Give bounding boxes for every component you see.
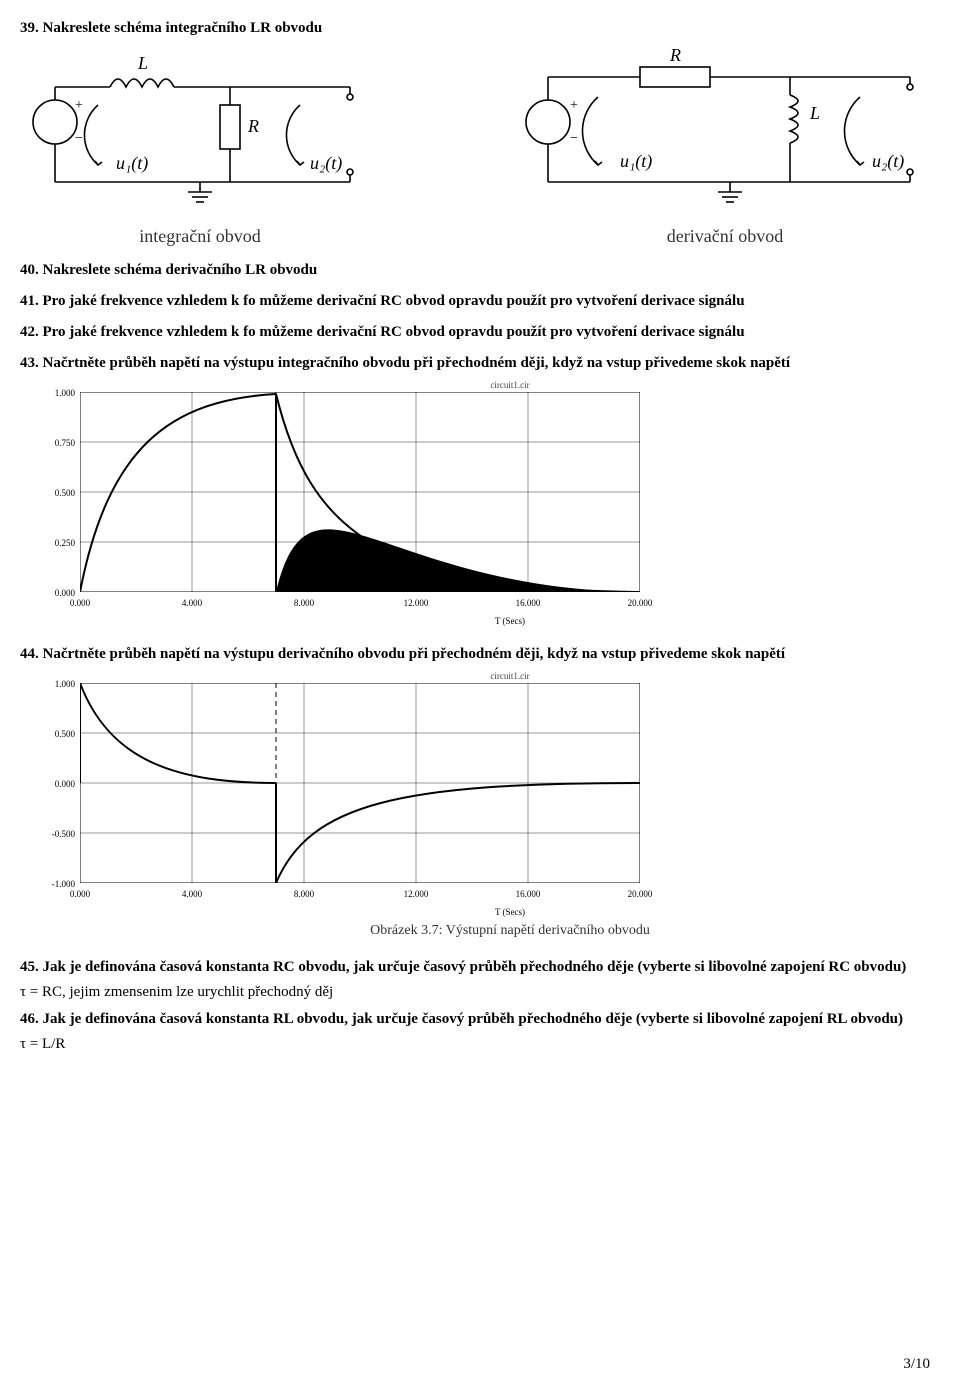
svg-text:+: +	[75, 98, 83, 113]
chart1-xlab-5: 20.000	[620, 598, 660, 608]
chart1-xtitle: T (Secs)	[80, 616, 940, 626]
diagram-integ-caption: integrační obvod	[20, 226, 380, 247]
svg-text:R: R	[247, 116, 259, 136]
chart2-ylab-4: -1.000	[45, 879, 75, 889]
q44-heading: 44. Načrtněte průběh napětí na výstupu d…	[20, 646, 940, 663]
svg-text:u₂(t): u₂(t)	[310, 153, 342, 174]
chart2-xlab-1: 4.000	[172, 889, 212, 899]
page-number: 3/10	[903, 1356, 930, 1373]
chart1-title: circuit1.cir	[80, 380, 940, 390]
q42-heading: 42. Pro jaké frekvence vzhledem k fo můž…	[20, 324, 940, 341]
q41-heading: 41. Pro jaké frekvence vzhledem k fo můž…	[20, 293, 940, 310]
chart2-ylab-3: -0.500	[45, 829, 75, 839]
chart1-ylab-2: 0.500	[45, 488, 75, 498]
chart1-ylab-0: 1.000	[45, 388, 75, 398]
chart1-xlab-4: 16.000	[508, 598, 548, 608]
chart1-block: circuit1.cir 1.000 0.750 0.500 0.250 0.0…	[80, 380, 940, 626]
chart1: 1.000 0.750 0.500 0.250 0.000 0.000 4.00…	[80, 392, 640, 612]
chart1-xlab-2: 8.000	[284, 598, 324, 608]
svg-text:u₁(t): u₁(t)	[116, 153, 148, 174]
circuit-diagrams: + − L R	[20, 47, 940, 247]
svg-text:−: −	[75, 131, 83, 146]
svg-text:u₂(t): u₂(t)	[872, 151, 904, 172]
circuit-deriv-svg: + − R L	[510, 47, 940, 217]
diagram-derivacni: + − R L	[510, 47, 940, 247]
circuit-integ-svg: + − L R	[20, 47, 380, 217]
chart1-ylab-3: 0.250	[45, 538, 75, 548]
chart2-xlab-2: 8.000	[284, 889, 324, 899]
chart2-xlab-5: 20.000	[620, 889, 660, 899]
q46-answer: τ = L/R	[20, 1036, 940, 1053]
q45-heading: 45. Jak je definována časová konstanta R…	[20, 959, 940, 976]
svg-text:u₁(t): u₁(t)	[620, 151, 652, 172]
diagram-deriv-caption: derivační obvod	[510, 226, 940, 247]
chart2-ylab-1: 0.500	[45, 729, 75, 739]
svg-text:R: R	[669, 47, 681, 65]
chart2-svg	[80, 683, 640, 883]
svg-text:−: −	[570, 131, 578, 146]
chart2-xlab-0: 0.000	[60, 889, 100, 899]
svg-text:L: L	[809, 103, 820, 123]
chart2-title: circuit1.cir	[80, 671, 940, 681]
chart2-ylab-2: 0.000	[45, 779, 75, 789]
svg-text:+: +	[570, 98, 578, 113]
q39-heading: 39. Nakreslete schéma integračního LR ob…	[20, 20, 940, 37]
chart1-xlab-3: 12.000	[396, 598, 436, 608]
chart2-ylab-0: 1.000	[45, 679, 75, 689]
q46-heading: 46. Jak je definována časová konstanta R…	[20, 1011, 940, 1028]
chart1-xlab-0: 0.000	[60, 598, 100, 608]
q45-answer: τ = RC, jejim zmensenim lze urychlit pře…	[20, 984, 940, 1001]
chart1-ylab-4: 0.000	[45, 588, 75, 598]
chart2-block: circuit1.cir 1.000 0.500 0.000 -0.500 -1…	[80, 671, 940, 939]
chart2-xlab-4: 16.000	[508, 889, 548, 899]
q40-heading: 40. Nakreslete schéma derivačního LR obv…	[20, 262, 940, 279]
chart2: 1.000 0.500 0.000 -0.500 -1.000 0.000 4.…	[80, 683, 640, 903]
chart2-xlab-3: 12.000	[396, 889, 436, 899]
chart2-xtitle: T (Secs)	[80, 907, 940, 917]
chart2-fig-caption: Obrázek 3.7: Výstupní napětí derivačního…	[80, 923, 940, 939]
chart1-xlab-1: 4.000	[172, 598, 212, 608]
chart1-svg	[80, 392, 640, 592]
svg-text:L: L	[137, 53, 148, 73]
diagram-integracni: + − L R	[20, 47, 380, 247]
chart1-ylab-1: 0.750	[45, 438, 75, 448]
q43-heading: 43. Načrtněte průběh napětí na výstupu i…	[20, 355, 940, 372]
